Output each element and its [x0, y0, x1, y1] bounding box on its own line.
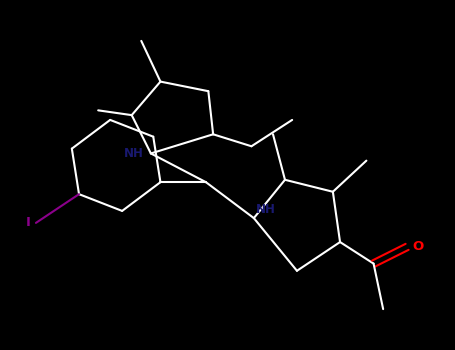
Text: NH: NH — [124, 147, 144, 160]
Text: I: I — [25, 216, 30, 229]
Text: NH: NH — [256, 203, 276, 216]
Text: O: O — [413, 240, 424, 253]
